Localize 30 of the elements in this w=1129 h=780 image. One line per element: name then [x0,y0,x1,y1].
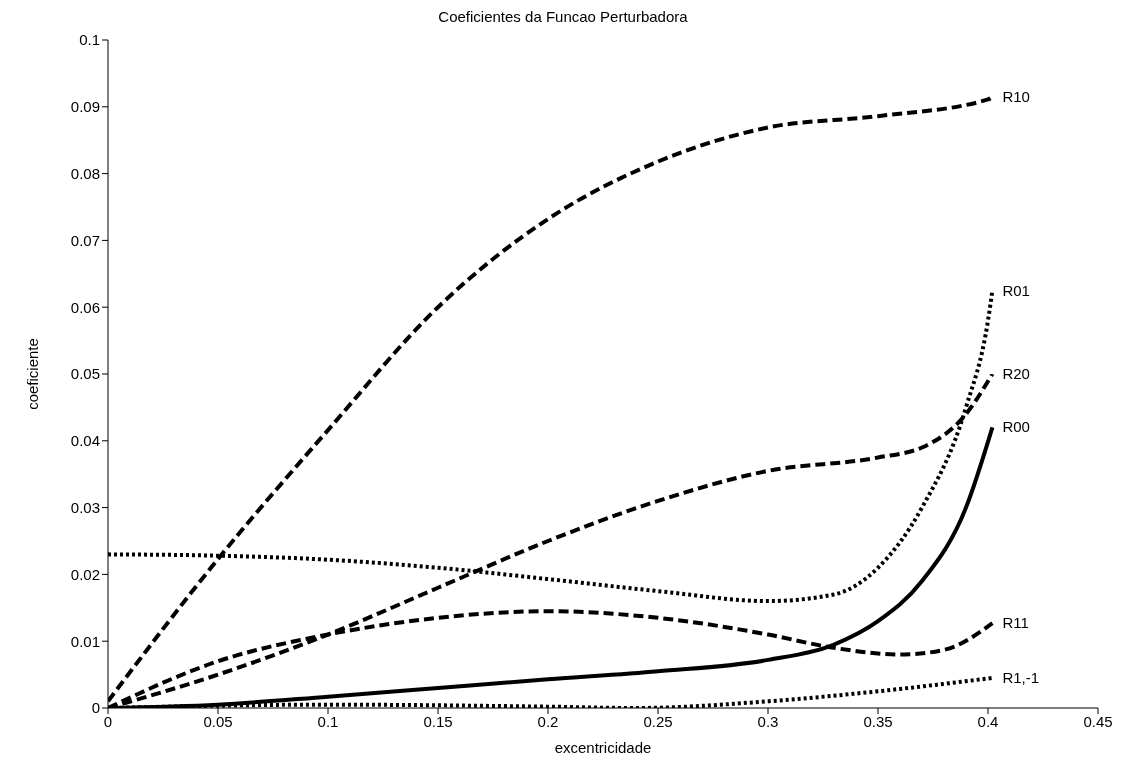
x-tick-label: 0.2 [537,712,559,730]
y-tick-label: 0 [91,699,100,717]
series-label: R1,-1 [1002,668,1040,686]
y-tick-label: 0.06 [70,298,100,316]
x-tick-label: 0.25 [643,712,673,730]
series-label: R00 [1002,418,1030,436]
y-tick-label: 0.09 [70,98,100,116]
y-axis-title: coeficiente [24,338,42,410]
x-tick-label: 0.45 [1083,712,1113,730]
x-axis-title: excentricidade [554,739,652,756]
y-tick-label: 0.02 [70,565,100,583]
y-tick-label: 0.01 [70,632,100,650]
x-tick-label: 0.3 [757,712,779,730]
y-tick-label: 0.07 [70,231,100,249]
x-tick-label: 0.1 [317,712,339,730]
y-tick-label: 0.08 [70,164,100,182]
y-tick-label: 0.05 [70,365,100,383]
x-tick-label: 0.15 [423,712,453,730]
x-tick-label: 0 [103,712,113,730]
x-tick-label: 0.35 [863,712,893,730]
y-tick-label: 0.03 [70,498,100,516]
series-label: R11 [1002,614,1029,632]
series-label: R10 [1002,87,1030,105]
series-label: R01 [1002,281,1030,299]
y-tick-label: 0.1 [79,31,100,49]
series-label: R20 [1002,365,1030,382]
y-tick-label: 0.04 [70,432,100,450]
x-tick-label: 0.05 [203,712,233,730]
chart-title: Coeficientes da Funcao Perturbadora [437,8,689,27]
x-tick-label: 0.4 [977,712,999,730]
